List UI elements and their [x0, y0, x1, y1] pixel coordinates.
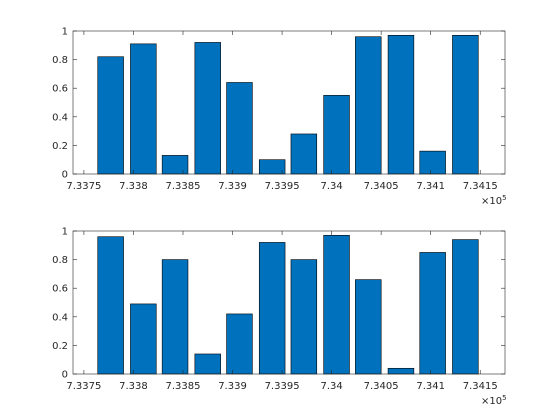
bar — [387, 367, 415, 375]
y-tick-label: 0.2 — [52, 141, 68, 152]
y-tick-label: 1 — [62, 227, 68, 238]
bar — [290, 133, 318, 175]
x-tick-label: 7.34 — [320, 381, 342, 392]
bar — [355, 36, 382, 175]
x-tick-label: 7.3415 — [463, 381, 498, 392]
bar — [97, 236, 124, 375]
x-tick-label: 7.3375 — [66, 381, 101, 392]
bar — [419, 252, 446, 375]
y-tick-label: 0.2 — [52, 341, 68, 352]
y-tick-label: 0 — [62, 170, 68, 181]
bar — [387, 34, 415, 175]
x-exponent: ×105 — [481, 394, 507, 407]
x-tick-label: 7.34 — [320, 181, 342, 192]
y-tick-label: 0.8 — [52, 255, 68, 266]
x-tick-label: 7.3385 — [165, 381, 200, 392]
x-tick-label: 7.339 — [218, 181, 247, 192]
x-tick-label: 7.341 — [416, 381, 445, 392]
x-exponent-power: 5 — [502, 394, 506, 402]
bar — [323, 95, 350, 175]
bar — [226, 82, 253, 175]
x-tick-label: 7.3405 — [364, 381, 399, 392]
bar — [290, 259, 318, 375]
x-tick-label: 7.3405 — [364, 181, 399, 192]
bar — [258, 159, 286, 175]
y-tick-label: 0.4 — [52, 312, 68, 323]
bar — [161, 259, 189, 375]
x-tick-label: 7.338 — [119, 181, 148, 192]
x-tick-label: 7.3375 — [66, 181, 101, 192]
bar — [194, 42, 221, 175]
y-tick-label: 0.4 — [52, 112, 68, 123]
x-exponent: ×105 — [481, 194, 507, 207]
x-exponent-power: 5 — [502, 194, 506, 202]
bar — [161, 155, 189, 175]
x-tick-label: 7.3415 — [463, 181, 498, 192]
x-tick-label: 7.3395 — [265, 181, 300, 192]
axes-box — [72, 30, 506, 175]
x-exponent-base: ×10 — [481, 196, 502, 207]
bar — [355, 279, 382, 375]
y-tick-label: 0.6 — [52, 284, 68, 295]
bar — [323, 234, 350, 375]
bar — [130, 43, 157, 175]
bar — [258, 242, 286, 375]
x-tick-label: 7.341 — [416, 181, 445, 192]
x-tick-label: 7.3385 — [165, 181, 200, 192]
bar — [226, 313, 253, 375]
y-tick-label: 0.8 — [52, 55, 68, 66]
bar — [419, 150, 446, 175]
x-tick-label: 7.339 — [218, 381, 247, 392]
x-exponent-base: ×10 — [481, 396, 502, 407]
y-tick-label: 1 — [62, 27, 68, 38]
axes-box — [72, 230, 506, 375]
bar — [97, 56, 124, 175]
x-tick-label: 7.338 — [119, 381, 148, 392]
bar — [452, 239, 479, 375]
x-tick-label: 7.3395 — [265, 381, 300, 392]
bar — [194, 353, 221, 375]
axes: 0 0.2 0.4 0.6 0.8 1 7.3375 7.338 7.3385 7.339 7.33… — [52, 27, 506, 208]
bar — [130, 303, 157, 375]
bar — [452, 34, 479, 175]
axes: 0 0.2 0.4 0.6 0.8 1 7.3375 7.338 7.3385 7.339 7.33… — [52, 227, 506, 408]
y-tick-label: 0 — [62, 370, 68, 381]
y-tick-label: 0.6 — [52, 84, 68, 95]
